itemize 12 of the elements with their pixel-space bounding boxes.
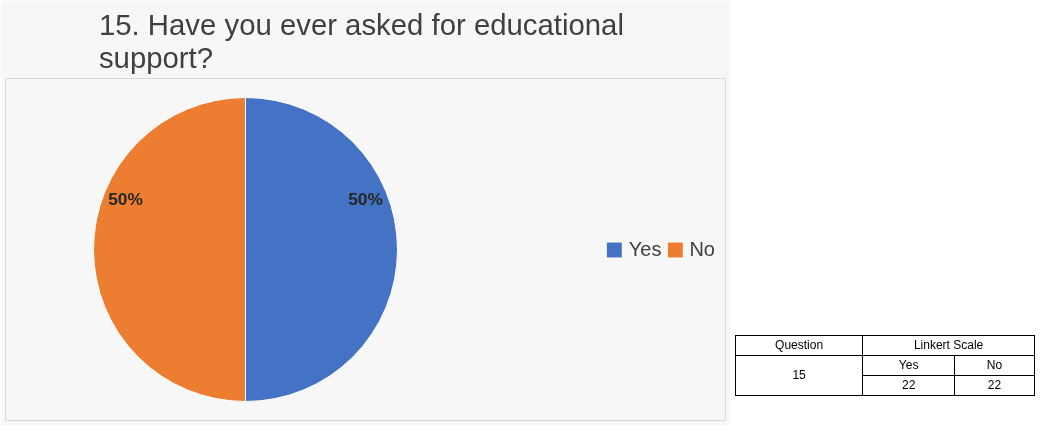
data-label: 50% [348,189,383,210]
text: No [954,355,1035,376]
text: Question [735,335,863,356]
text: 15 [735,355,863,396]
text: Yes [862,355,955,376]
text: Linkert Scale [862,335,1035,356]
text: 22 [954,375,1035,396]
text: 22 [862,375,955,396]
chart-title: 15. Have you ever asked for educational support? [98,7,624,74]
legend-label: Yes [628,237,662,261]
data-label: 50% [108,189,143,210]
legend-label: No [689,237,715,261]
